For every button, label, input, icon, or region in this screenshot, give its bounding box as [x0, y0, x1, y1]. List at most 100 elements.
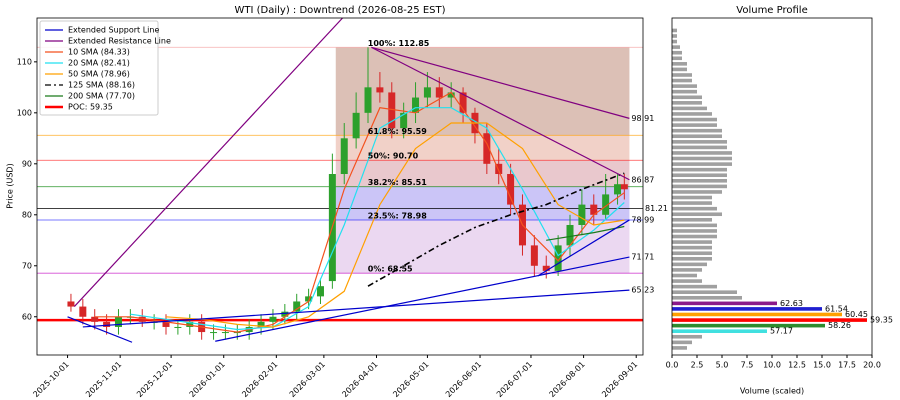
volume-bar [672, 290, 737, 294]
volume-bar [672, 167, 727, 172]
candle-body [435, 87, 443, 98]
legend-label: 200 SMA (77.70) [68, 92, 135, 101]
x-tick-label: 2026-07-01 [495, 360, 534, 399]
volume-bar [672, 128, 722, 133]
plot-frame [671, 17, 873, 356]
candle-body [614, 184, 622, 195]
volume-bar [672, 195, 712, 200]
volume-bar [672, 217, 712, 222]
x-tick-label: 12.5 [788, 361, 806, 370]
legend-label: Extended Support Line [68, 26, 159, 35]
volume-bar [672, 89, 697, 94]
volume-bar-highlight [672, 318, 867, 322]
trend-line [371, 46, 630, 181]
sma-line [165, 122, 625, 328]
candle-body [376, 87, 384, 93]
candle-body [620, 184, 628, 190]
volume-bar [672, 273, 697, 278]
volume-bar [672, 56, 682, 61]
candle-body [554, 245, 562, 271]
candle-body [138, 316, 146, 322]
candle-body [257, 321, 265, 327]
candle-body [210, 332, 218, 334]
volume-bar [672, 156, 732, 161]
volume-bar [672, 95, 702, 100]
sma-line [130, 107, 625, 331]
legend-label: 20 SMA (82.41) [68, 59, 130, 68]
candle-body [305, 296, 313, 302]
volume-bar [672, 145, 727, 150]
x-tick-label: 2026-08-01 [548, 360, 587, 399]
y-tick-label: 60 [22, 312, 32, 321]
y-tick-label: 90 [22, 159, 32, 168]
y-tick-label: 70 [22, 261, 32, 270]
trend-line [67, 316, 133, 343]
volume-bar [672, 45, 680, 49]
volume-bar-highlight [672, 312, 842, 317]
volume-bar [672, 67, 687, 72]
candle-body [423, 87, 431, 98]
candle-body [269, 316, 277, 322]
volume-bar [672, 73, 692, 77]
x-tick-label: 2025-10-01 [31, 360, 70, 399]
plot [37, 18, 643, 343]
candle-body [566, 224, 574, 246]
legend-label: POC: 59.35 [68, 103, 113, 112]
volume-bar-label: 57.17 [770, 327, 793, 336]
volume-bar [672, 201, 712, 205]
candle-body [186, 321, 194, 327]
candle-body [281, 311, 289, 317]
legend-label: 10 SMA (84.33) [68, 48, 130, 57]
candle-body [162, 321, 170, 327]
volume-bar [672, 112, 712, 116]
level-label: 81.21 [645, 204, 668, 213]
volume-bar [672, 78, 692, 83]
volume-bar [672, 50, 682, 55]
candle-body [103, 321, 111, 327]
fib-level-label: 0%: 68.55 [368, 265, 413, 274]
x-tick-label: 2026-02-01 [240, 360, 279, 399]
candle-body [293, 301, 301, 312]
candle-body [412, 97, 420, 113]
y-tick-label: 80 [22, 210, 32, 219]
candle-body [542, 265, 550, 271]
volume-bar-highlight [672, 301, 777, 306]
fib-zone [335, 160, 630, 187]
fib-zone [335, 219, 630, 274]
fib-level-label: 50%: 90.70 [368, 152, 419, 161]
x-tick-label: 5.0 [716, 361, 729, 370]
x-tick-label: 2026-04-01 [340, 360, 379, 399]
candle-body [459, 92, 467, 113]
volume-bar [672, 223, 717, 228]
volume-bar [672, 173, 727, 178]
volume-bar-highlight [672, 323, 825, 328]
volume-bar-label: 59.35 [870, 316, 893, 325]
volume-bar [672, 262, 707, 267]
fib-level-label: 61.8%: 95.59 [368, 127, 427, 136]
fib-level-label: 38.2%: 85.51 [368, 178, 427, 187]
trend-line [82, 289, 630, 328]
volume-bar [672, 39, 677, 44]
volume-bar [672, 240, 712, 244]
y-tick-label: 110 [17, 57, 32, 66]
candle-body [364, 87, 372, 113]
volume-bar [672, 151, 732, 155]
y-axis-label: Price (USD) [6, 163, 15, 208]
candle-body [507, 174, 515, 205]
volume-bar-label: 61.54 [825, 304, 848, 313]
volume-bar-highlight [672, 307, 822, 311]
x-tick-label: 2025-12-01 [135, 360, 174, 399]
x-tick-label: 2026-06-01 [444, 360, 483, 399]
candle-body [114, 316, 122, 327]
sma-line [546, 225, 625, 241]
legend-label: 125 SMA (88.16) [68, 81, 135, 90]
volume-bar [672, 84, 697, 88]
candle-body [340, 138, 348, 175]
volume-bar [672, 134, 722, 139]
trend-line [537, 219, 630, 277]
volume-bar [672, 295, 742, 300]
sma-line [367, 172, 625, 287]
volume-bar [672, 229, 717, 233]
volume-bar [672, 268, 702, 272]
